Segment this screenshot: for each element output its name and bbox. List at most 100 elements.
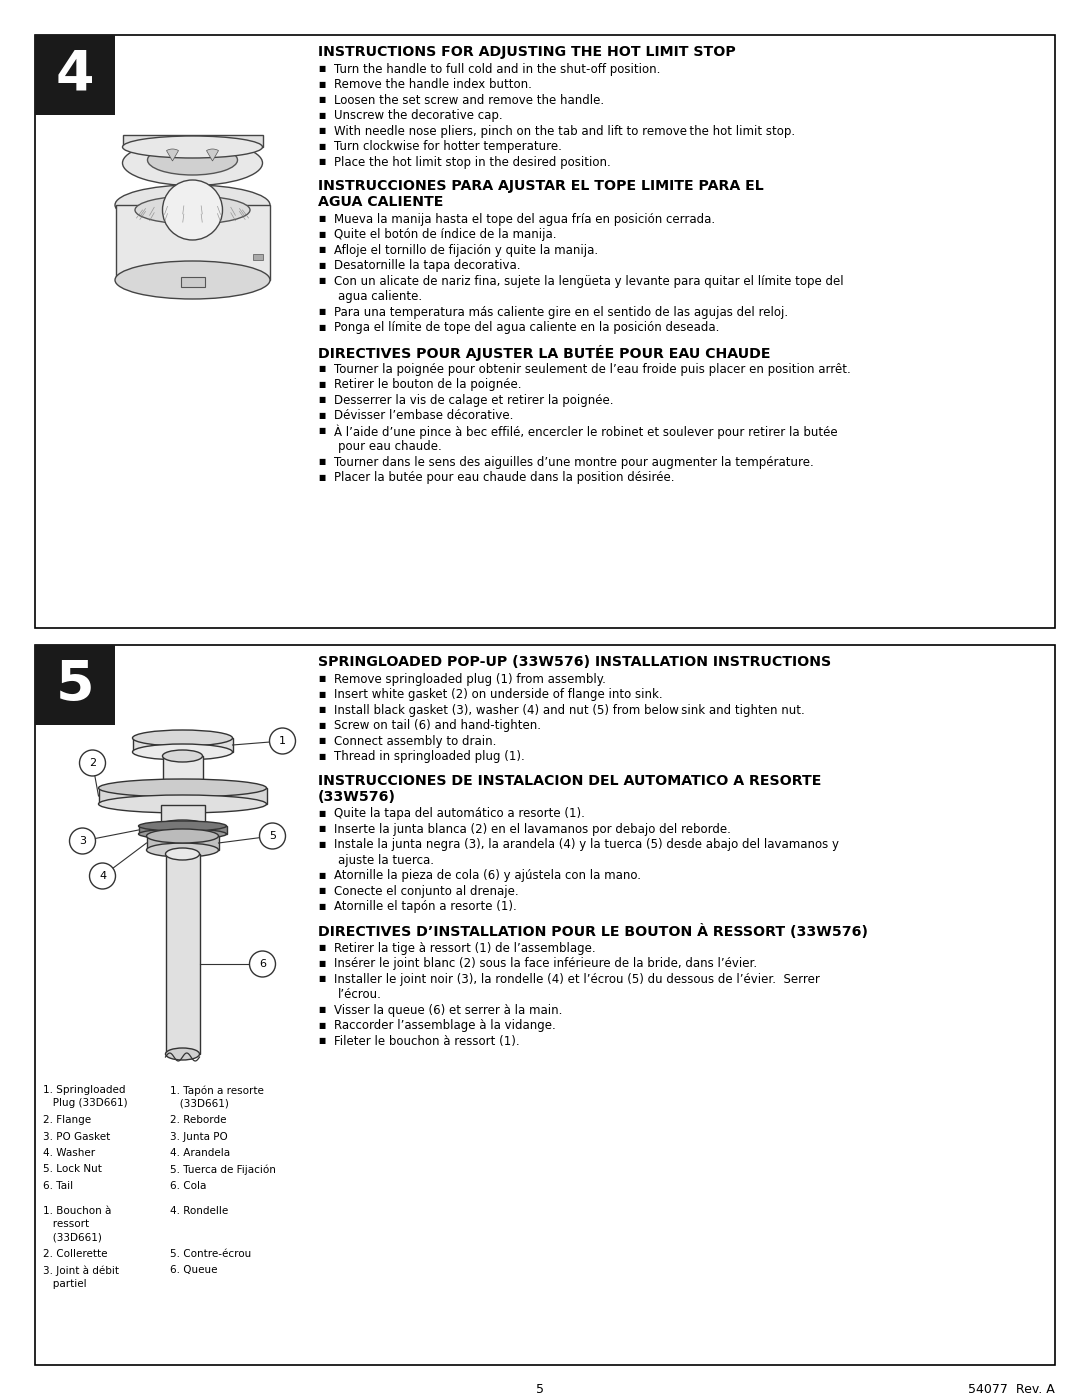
Text: Insert white gasket (2) on underside of flange into sink.: Insert white gasket (2) on underside of …	[334, 689, 663, 701]
Text: 5: 5	[269, 831, 276, 841]
Text: ■: ■	[318, 721, 325, 729]
Text: 1. Bouchon à: 1. Bouchon à	[43, 1206, 111, 1215]
Ellipse shape	[147, 828, 218, 842]
Text: ■: ■	[318, 323, 325, 332]
Text: 4. Washer: 4. Washer	[43, 1148, 95, 1158]
Bar	[116, 205, 270, 279]
Text: 2: 2	[89, 759, 96, 768]
Text: (33D661): (33D661)	[43, 1232, 102, 1242]
Text: ■: ■	[318, 457, 325, 467]
Ellipse shape	[114, 184, 270, 225]
Bar	[133, 738, 232, 752]
Text: ■: ■	[318, 870, 325, 880]
Ellipse shape	[162, 780, 203, 792]
Text: Raccorder l’assemblage à la vidange.: Raccorder l’assemblage à la vidange.	[334, 1020, 556, 1032]
Text: Unscrew the decorative cap.: Unscrew the decorative cap.	[334, 109, 502, 123]
Text: ■: ■	[318, 943, 325, 953]
Wedge shape	[206, 149, 218, 161]
Text: ■: ■	[318, 824, 325, 834]
Text: ■: ■	[318, 1006, 325, 1014]
Text: ■: ■	[318, 80, 325, 89]
Text: ■: ■	[318, 426, 325, 436]
Text: 6. Queue: 6. Queue	[170, 1266, 217, 1275]
Text: Connect assembly to drain.: Connect assembly to drain.	[334, 735, 497, 747]
Text: Turn clockwise for hotter temperature.: Turn clockwise for hotter temperature.	[334, 140, 562, 154]
Text: With needle nose pliers, pinch on the tab and lift to remove the hot limit stop.: With needle nose pliers, pinch on the ta…	[334, 124, 795, 138]
Bar	[122, 136, 262, 147]
Text: ■: ■	[318, 395, 325, 404]
Ellipse shape	[138, 821, 227, 831]
Text: 2. Flange: 2. Flange	[43, 1115, 91, 1125]
Text: Remove springloaded plug (1) from assembly.: Remove springloaded plug (1) from assemb…	[334, 673, 606, 686]
Text: ■: ■	[318, 675, 325, 683]
Text: À l’aide d’une pince à bec effilé, encercler le robinet et soulever pour retirer: À l’aide d’une pince à bec effilé, encer…	[334, 425, 838, 439]
Circle shape	[162, 180, 222, 240]
Ellipse shape	[161, 820, 204, 830]
Text: AGUA CALIENTE: AGUA CALIENTE	[318, 196, 444, 210]
Ellipse shape	[133, 731, 232, 746]
Circle shape	[80, 750, 106, 775]
Text: 1: 1	[279, 736, 286, 746]
Text: Remove the handle index button.: Remove the handle index button.	[334, 78, 531, 91]
Text: INSTRUCTIONS FOR ADJUSTING THE HOT LIMIT STOP: INSTRUCTIONS FOR ADJUSTING THE HOT LIMIT…	[318, 45, 735, 59]
Text: ■: ■	[318, 307, 325, 317]
Text: Ponga el límite de tope del agua caliente en la posición deseada.: Ponga el límite de tope del agua calient…	[334, 321, 719, 334]
Ellipse shape	[147, 842, 218, 856]
Text: Para una temperatura más caliente gire en el sentido de las agujas del reloj.: Para una temperatura más caliente gire e…	[334, 306, 788, 319]
Text: 6. Tail: 6. Tail	[43, 1180, 73, 1192]
Ellipse shape	[135, 196, 249, 224]
Text: 5. Lock Nut: 5. Lock Nut	[43, 1165, 102, 1175]
Circle shape	[249, 951, 275, 977]
Text: ■: ■	[318, 64, 325, 73]
Text: Atornille el tapón a resorte (1).: Atornille el tapón a resorte (1).	[334, 901, 516, 914]
Text: ■: ■	[318, 958, 325, 968]
Text: ■: ■	[318, 95, 325, 105]
Bar	[35, 645, 1055, 1365]
Text: ■: ■	[318, 1037, 325, 1045]
Text: 3. Joint à débit: 3. Joint à débit	[43, 1266, 119, 1275]
Text: Conecte el conjunto al drenaje.: Conecte el conjunto al drenaje.	[334, 884, 518, 898]
Text: ■: ■	[318, 380, 325, 388]
Text: ■: ■	[318, 142, 325, 151]
Text: ■: ■	[318, 277, 325, 285]
Text: 4. Rondelle: 4. Rondelle	[170, 1206, 228, 1215]
Text: ajuste la tuerca.: ajuste la tuerca.	[338, 854, 434, 868]
Text: Instale la junta negra (3), la arandela (4) y la tuerca (5) desde abajo del lava: Instale la junta negra (3), la arandela …	[334, 838, 839, 851]
Text: ■: ■	[318, 261, 325, 270]
Ellipse shape	[162, 750, 203, 761]
Ellipse shape	[133, 745, 232, 760]
Text: Inserte la junta blanca (2) en el lavamanos por debajo del reborde.: Inserte la junta blanca (2) en el lavama…	[334, 823, 731, 835]
Ellipse shape	[165, 1048, 200, 1060]
Text: agua caliente.: agua caliente.	[338, 291, 422, 303]
Bar	[162, 756, 203, 787]
Wedge shape	[166, 149, 178, 161]
Text: Afloje el tornillo de fijación y quite la manija.: Afloje el tornillo de fijación y quite l…	[334, 244, 598, 257]
Bar	[253, 254, 262, 260]
Bar	[165, 854, 200, 1053]
Text: INSTRUCCIONES DE INSTALACION DEL AUTOMATICO A RESORTE: INSTRUCCIONES DE INSTALACION DEL AUTOMAT…	[318, 774, 822, 788]
Text: ■: ■	[318, 705, 325, 714]
Text: 6: 6	[259, 958, 266, 970]
Ellipse shape	[98, 780, 267, 798]
Text: Install black gasket (3), washer (4) and nut (5) from below sink and tighten nut: Install black gasket (3), washer (4) and…	[334, 704, 805, 717]
Bar	[35, 35, 1055, 629]
Text: 1. Tapón a resorte: 1. Tapón a resorte	[170, 1085, 264, 1095]
Ellipse shape	[98, 795, 267, 813]
Text: Tourner la poignée pour obtenir seulement de l’eau froide puis placer en positio: Tourner la poignée pour obtenir seulemen…	[334, 363, 851, 376]
Text: ■: ■	[318, 902, 325, 911]
Text: ■: ■	[318, 110, 325, 120]
Ellipse shape	[138, 828, 227, 840]
Ellipse shape	[122, 141, 262, 186]
Text: ■: ■	[318, 214, 325, 224]
Text: pour eau chaude.: pour eau chaude.	[338, 440, 442, 453]
Text: Desatornille la tapa decorativa.: Desatornille la tapa decorativa.	[334, 260, 521, 272]
Bar	[35, 645, 114, 725]
Text: Retirer la tige à ressort (1) de l’assemblage.: Retirer la tige à ressort (1) de l’assem…	[334, 942, 596, 954]
Text: ■: ■	[318, 809, 325, 817]
Text: 54077  Rev. A: 54077 Rev. A	[969, 1383, 1055, 1396]
Text: Visser la queue (6) et serrer à la main.: Visser la queue (6) et serrer à la main.	[334, 1003, 563, 1017]
Text: 4: 4	[99, 870, 106, 882]
Text: 5: 5	[56, 658, 94, 712]
Text: SPRINGLOADED POP-UP (33W576) INSTALLATION INSTRUCTIONS: SPRINGLOADED POP-UP (33W576) INSTALLATIO…	[318, 655, 832, 669]
Text: ■: ■	[318, 1021, 325, 1030]
